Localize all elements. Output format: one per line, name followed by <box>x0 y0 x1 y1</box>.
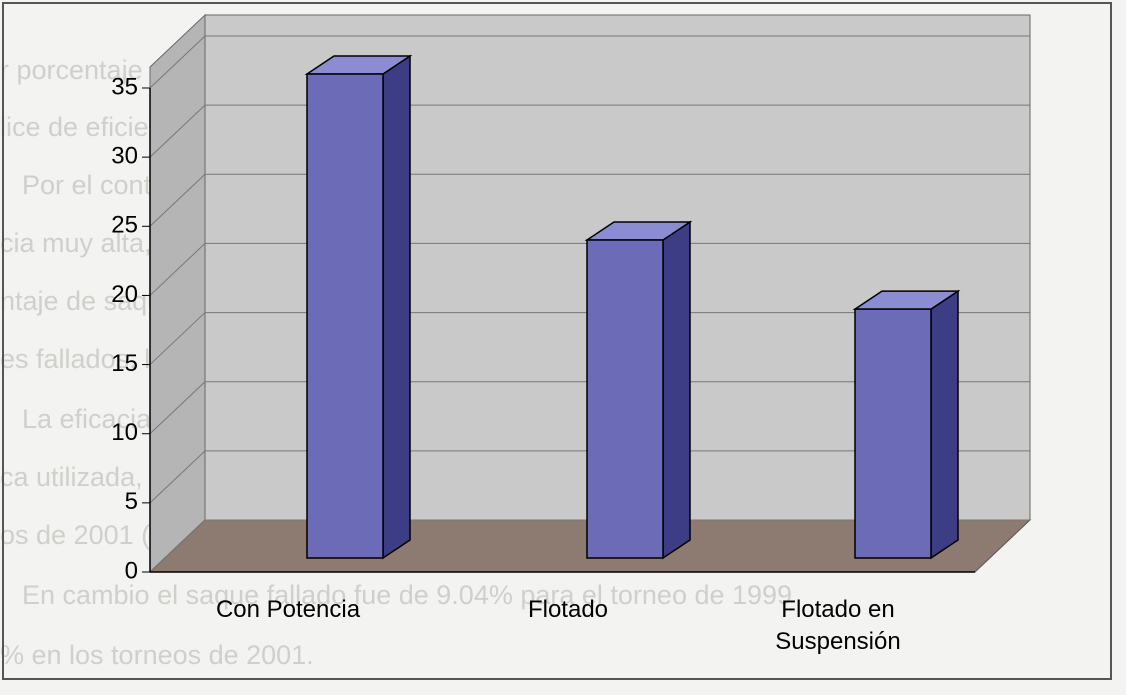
bar <box>584 220 693 560</box>
document-line: % en los torneos de 2001. <box>0 640 314 670</box>
bar-front <box>306 73 384 559</box>
document-line: En cambio el saque fallado fue de 9.04% … <box>22 580 793 610</box>
x-tick-label: Flotado en Suspensión <box>775 596 901 655</box>
y-tick-label: 10 <box>111 419 138 446</box>
y-tick-label: 0 <box>125 557 138 584</box>
bar-side <box>930 289 959 560</box>
bar-front <box>854 308 932 559</box>
y-tick-label: 30 <box>111 142 138 169</box>
grid-line <box>149 312 1030 365</box>
grid-line <box>149 35 1030 89</box>
grid-line <box>149 450 1030 504</box>
y-tick-label: 15 <box>111 350 138 377</box>
x-tick-label: Flotado <box>527 596 609 623</box>
bar-side <box>382 54 411 560</box>
grid-line <box>149 104 1030 158</box>
grid-line <box>149 173 1030 227</box>
bar <box>304 54 413 560</box>
y-tick-label: 20 <box>111 281 138 308</box>
grid-line <box>149 242 1030 296</box>
bar <box>852 289 961 560</box>
grid-line <box>149 381 1030 435</box>
side-wall <box>149 13 206 574</box>
bar-side <box>662 220 691 560</box>
y-tick-label: 25 <box>111 212 138 239</box>
x-tick-label: Con Potencia <box>215 596 361 623</box>
y-tick-label: 5 <box>125 488 138 515</box>
chart-frame <box>2 2 1112 680</box>
y-tick-label: 35 <box>111 73 138 100</box>
grid-line <box>149 519 1030 573</box>
bar-front <box>586 239 664 559</box>
